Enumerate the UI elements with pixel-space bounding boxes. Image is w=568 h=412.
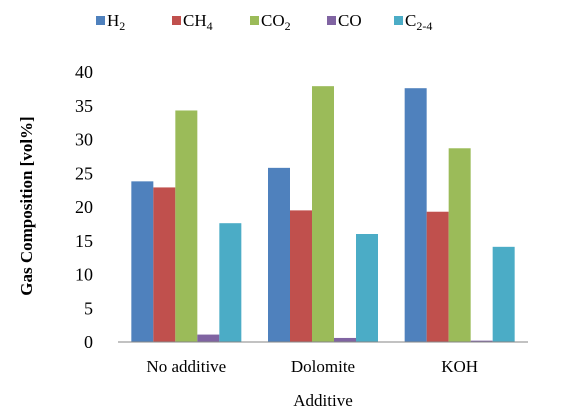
y-tick-label: 20: [75, 197, 93, 217]
legend-swatch-ch4: [172, 16, 181, 25]
legend-swatch-co: [327, 16, 336, 25]
legend-item-c24: C2-4: [394, 11, 432, 33]
legend-label-co: CO: [338, 11, 362, 30]
y-tick-label: 25: [75, 163, 93, 183]
bar-c24-dolomite: [356, 234, 378, 342]
bar-co2-dolomite: [312, 86, 334, 342]
legend-label-c24: C2-4: [405, 11, 432, 33]
legend-swatch-c24: [394, 16, 403, 25]
legend-item-co: CO: [327, 11, 362, 30]
legend-label-h2: H2: [107, 11, 125, 33]
bar-h2-dolomite: [268, 167, 290, 342]
legend-label-co2: CO2: [261, 11, 291, 33]
bar-ch4-dolomite: [290, 210, 312, 342]
bar-ch4-no-additive: [153, 187, 176, 342]
y-tick-label: 0: [84, 332, 93, 352]
y-tick-label: 40: [75, 62, 93, 82]
bar-co-no-additive: [197, 334, 220, 342]
bar-ch4-koh: [426, 211, 449, 342]
bars: [131, 86, 515, 342]
bar-co2-koh: [448, 148, 471, 342]
y-tick-label: 5: [84, 298, 93, 318]
legend-swatch-co2: [250, 16, 259, 25]
x-axis: No additive Dolomite KOH: [146, 357, 478, 376]
bar-c24-no-additive: [219, 223, 242, 342]
y-axis: 0 5 10 15 20 25 30 35 40: [75, 62, 93, 352]
legend-swatch-h2: [96, 16, 105, 25]
x-axis-title: Additive: [293, 391, 353, 410]
bar-h2-koh: [404, 88, 427, 342]
y-tick-label: 15: [75, 231, 93, 251]
legend-item-h2: H2: [96, 11, 125, 33]
legend-item-ch4: CH4: [172, 11, 213, 33]
y-tick-label: 10: [75, 265, 93, 285]
y-tick-label: 30: [75, 130, 93, 150]
legend: H2 CH4 CO2 CO C2-4: [96, 11, 432, 33]
x-tick-label: No additive: [146, 357, 226, 376]
bar-co-koh: [470, 340, 493, 342]
x-tick-label: Dolomite: [291, 357, 355, 376]
y-axis-title: Gas Composition [vol%]: [17, 116, 36, 295]
x-tick-label: KOH: [441, 357, 478, 376]
legend-label-ch4: CH4: [183, 11, 213, 33]
bar-co-dolomite: [334, 337, 356, 342]
bar-co2-no-additive: [175, 110, 198, 342]
bar-c24-koh: [492, 246, 515, 342]
legend-item-co2: CO2: [250, 11, 291, 33]
bar-h2-no-additive: [131, 181, 154, 342]
y-tick-label: 35: [75, 96, 93, 116]
